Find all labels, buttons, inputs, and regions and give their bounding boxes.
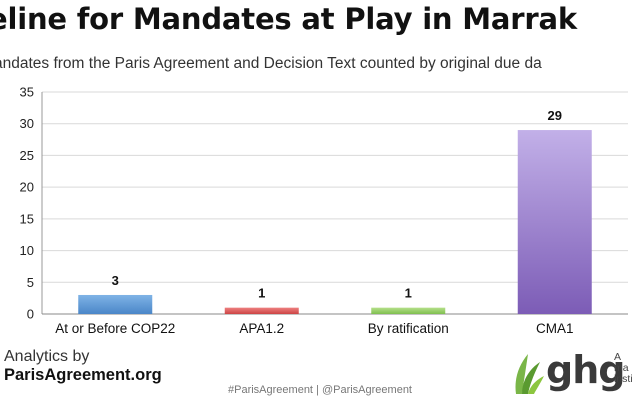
y-tick-label: 0 <box>27 307 34 322</box>
analytics-org: ParisAgreement.org <box>4 366 162 384</box>
y-tick-label: 15 <box>20 211 34 226</box>
y-tick-label: 5 <box>27 275 34 290</box>
data-label: 1 <box>405 286 412 301</box>
hashtags: #ParisAgreement | @ParisAgreement <box>228 384 412 396</box>
chart-subtitle: andates from the Paris Agreement and Dec… <box>0 55 542 72</box>
y-tick-label: 35 <box>20 85 34 100</box>
labels: 0 5 10 15 20 25 30 35 3 At or Before COP22 1 APA1.2… <box>20 85 574 337</box>
chart-title: eline for Mandates at Play in Marrak <box>0 2 577 36</box>
y-tick-label: 30 <box>20 116 34 131</box>
ghg-side-text: A ma insti <box>614 351 633 385</box>
y-tick-label: 20 <box>20 180 34 195</box>
y-tick-label: 10 <box>20 243 34 258</box>
bars <box>78 130 592 314</box>
data-label: 1 <box>258 286 265 301</box>
bar <box>371 307 446 314</box>
ghg-wordmark: ghg <box>546 348 625 392</box>
bar <box>78 294 153 314</box>
data-label: 3 <box>112 273 119 288</box>
leaf-icon <box>515 354 544 394</box>
category-label: APA1.2 <box>239 321 284 336</box>
y-tick-label: 25 <box>20 148 34 163</box>
bar <box>517 130 592 314</box>
category-label: By ratification <box>368 321 449 336</box>
bar <box>224 307 299 314</box>
category-label: CMA1 <box>536 321 574 336</box>
data-label: 29 <box>548 108 562 123</box>
category-label: At or Before COP22 <box>55 321 175 336</box>
ghg-logo: ghg A ma insti <box>512 348 640 400</box>
analytics-line1: Analytics by <box>4 348 90 365</box>
analytics-credit: Analytics by ParisAgreement.org <box>4 348 162 384</box>
